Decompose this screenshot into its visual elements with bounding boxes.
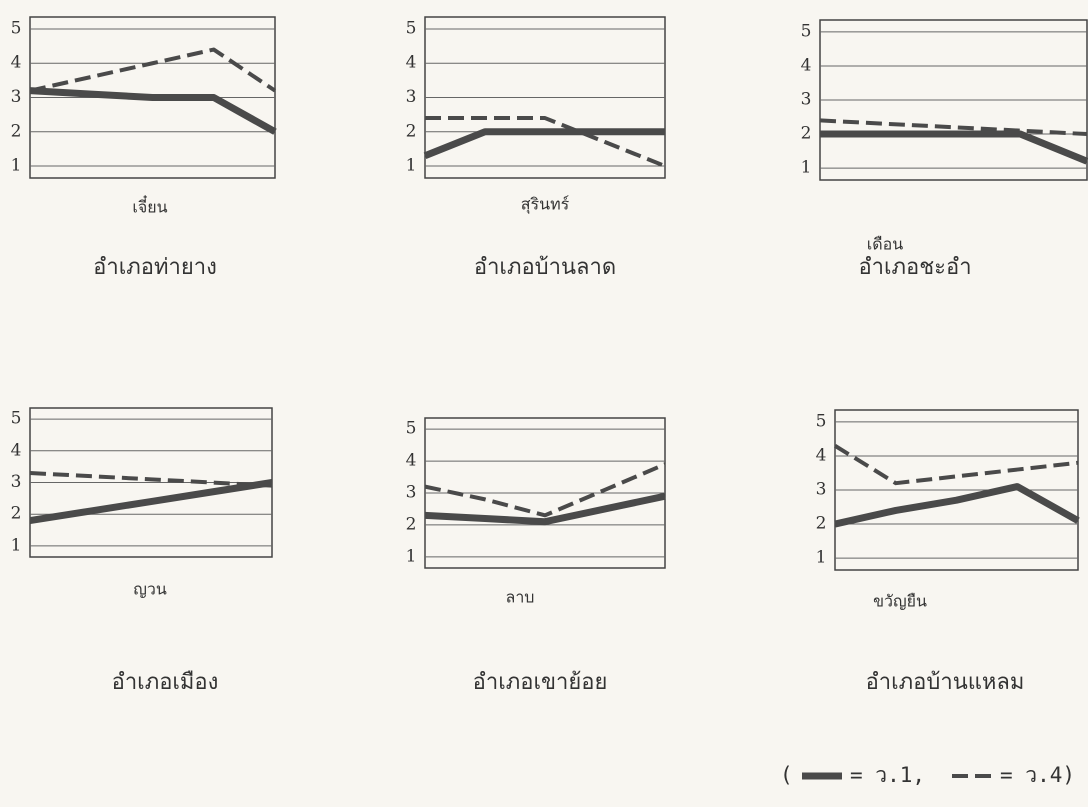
x-axis-label: ลาบ <box>506 588 535 607</box>
chart-title: อำเภอชะอำ <box>858 255 971 280</box>
data-line <box>820 130 1088 165</box>
data-line <box>425 116 666 168</box>
y-tick-label: 3 <box>406 483 417 503</box>
y-tick-label: 2 <box>11 121 22 141</box>
legend-label: = ว.1, <box>850 763 925 787</box>
y-tick-label: 3 <box>11 87 22 107</box>
y-tick-label: 3 <box>816 480 827 500</box>
data-line <box>424 492 666 526</box>
y-tick-label: 4 <box>406 53 417 73</box>
chart: 1 2 3 4 5 สุรินทร์อำเภอบ้านลาด <box>406 16 666 280</box>
data-line <box>424 462 666 518</box>
legend-label: = ว.4) <box>1000 763 1075 787</box>
data-line <box>29 47 277 93</box>
y-tick-label: 1 <box>11 535 22 555</box>
x-axis-label: ญวน <box>133 580 167 599</box>
chart-title: อำเภอบ้านลาด <box>474 255 616 280</box>
y-tick-label: 2 <box>406 121 417 141</box>
data-line <box>29 479 273 525</box>
y-tick-label: 5 <box>816 411 827 431</box>
y-tick-label: 1 <box>406 156 417 176</box>
chart: 1 2 3 4 5 ขวัญยืนอำเภอบ้านแหลม <box>816 409 1080 695</box>
legend-bracket: ( <box>780 763 793 787</box>
data-line <box>29 470 273 488</box>
x-axis-label: สุรินทร์ <box>521 195 570 215</box>
x-axis-label: เดือน <box>867 235 903 254</box>
y-tick-label: 5 <box>11 409 22 429</box>
y-tick-label: 1 <box>11 156 22 176</box>
x-axis-label: เจี๋ยน <box>132 195 167 217</box>
x-axis-label: ขวัญยืน <box>873 592 927 611</box>
y-tick-label: 3 <box>406 87 417 107</box>
data-line <box>423 128 665 159</box>
chart-title: อำเภอเมือง <box>112 670 219 695</box>
y-tick-label: 2 <box>801 124 812 144</box>
y-tick-label: 1 <box>801 158 812 178</box>
y-tick-label: 2 <box>816 514 827 534</box>
y-tick-label: 5 <box>406 18 417 38</box>
y-tick-label: 4 <box>406 451 417 471</box>
data-line <box>834 483 1080 528</box>
y-tick-label: 2 <box>406 514 417 534</box>
chart: 1 2 3 4 5 เจี๋ยนอำเภอท่ายาง <box>11 16 277 280</box>
y-tick-label: 4 <box>801 55 812 75</box>
chart: 1 2 3 4 5 เดือนอำเภอชะอำ <box>801 19 1088 280</box>
y-tick-label: 5 <box>406 419 417 439</box>
y-tick-label: 4 <box>11 440 22 460</box>
y-tick-label: 1 <box>816 548 827 568</box>
chart-title: อำเภอเขาย้อย <box>473 670 608 695</box>
chart-title: อำเภอบ้านแหลม <box>866 670 1025 695</box>
y-tick-label: 5 <box>801 21 812 41</box>
data-line <box>819 118 1088 137</box>
y-tick-label: 3 <box>11 472 22 492</box>
y-tick-label: 4 <box>11 53 22 73</box>
chart-title: อำเภอท่ายาง <box>93 255 217 280</box>
charts: 1 2 3 4 5 เจี๋ยนอำเภอท่ายาง 1 2 3 4 5 สุรินทร์อำเภอ… <box>11 16 1088 695</box>
y-tick-label: 4 <box>816 445 827 465</box>
y-tick-label: 1 <box>406 546 417 566</box>
data-line <box>833 444 1079 486</box>
y-tick-label: 3 <box>801 90 812 110</box>
y-tick-label: 5 <box>11 18 22 38</box>
y-tick-label: 2 <box>11 504 22 524</box>
legend: ( = ว.1, = ว.4) <box>780 763 1075 787</box>
data-line <box>29 87 277 135</box>
